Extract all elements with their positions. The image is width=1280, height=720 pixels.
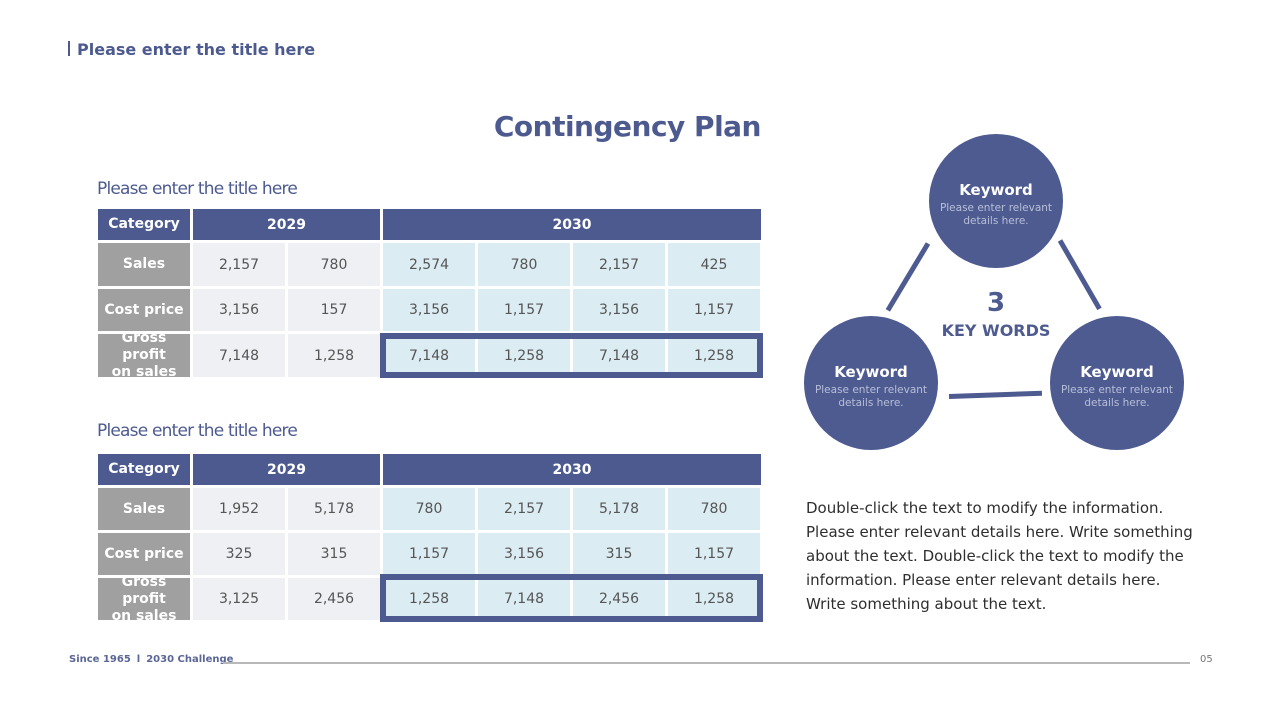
table-cell: 1,258	[288, 334, 380, 377]
table-header-row: Category 2029 2030	[98, 454, 761, 485]
footer-left: Since 1965 l 2030 Challenge	[69, 654, 233, 665]
table-cell: 3,156	[383, 289, 475, 331]
slide-header-title: Please enter the title here	[68, 40, 315, 59]
header-title-text: Please enter the title here	[77, 40, 316, 59]
footer-divider	[223, 662, 1190, 664]
keyword-desc: Please enter relevant details here.	[939, 201, 1053, 227]
table-cell: 1,157	[668, 533, 760, 575]
footer-since: Since 1965	[69, 654, 131, 665]
table-cell: 780	[383, 488, 475, 530]
table-cell: 5,178	[573, 488, 665, 530]
row-label: Cost price	[98, 533, 190, 575]
keyword-count: 3	[986, 288, 1006, 318]
table-2: Category 2029 2030 Sales 1,952 5,178 780…	[98, 454, 763, 624]
table-row: Cost price 325 315 1,157 3,156 315 1,157	[98, 533, 761, 575]
row-label-line1: Gross profit	[121, 573, 167, 607]
footer-challenge: 2030 Challenge	[146, 654, 234, 665]
page-title: Contingency Plan	[493, 110, 762, 143]
table-cell: 1,952	[193, 488, 285, 530]
table-cell: 315	[573, 533, 665, 575]
keyword-title: Keyword	[1080, 362, 1154, 381]
connector-line-right	[1057, 239, 1102, 311]
row-label-line2: on sales	[111, 607, 177, 624]
table-row: Gross profit on sales 7,148 1,258 7,148 …	[98, 330, 761, 380]
table-header-row: Category 2029 2030	[98, 209, 761, 240]
table-cell: 425	[668, 243, 760, 286]
keyword-desc: Please enter relevant details here.	[814, 383, 928, 409]
table-cell: 7,148	[193, 334, 285, 377]
table-cell: 1,258	[478, 334, 570, 377]
header-2029: 2029	[193, 209, 380, 240]
table-cell: 780	[478, 243, 570, 286]
row-label: Sales	[98, 488, 190, 530]
table-cell: 1,157	[668, 289, 760, 331]
table-cell: 1,157	[478, 289, 570, 331]
table-cell: 7,148	[573, 334, 665, 377]
table-cell: 2,574	[383, 243, 475, 286]
table-cell: 780	[288, 243, 380, 286]
table-cell: 1,157	[383, 533, 475, 575]
header-2030: 2030	[383, 209, 761, 240]
row-label: Sales	[98, 243, 190, 286]
table-cell: 2,157	[573, 243, 665, 286]
keyword-circle-right: Keyword Please enter relevant details he…	[1050, 316, 1184, 450]
header-category: Category	[98, 454, 190, 485]
connector-line-bottom	[948, 390, 1043, 399]
table-cell: 2,456	[573, 578, 665, 620]
table-cell: 1,258	[383, 578, 475, 620]
table-cell: 325	[193, 533, 285, 575]
page-number: 05	[1200, 654, 1213, 665]
row-label: Cost price	[98, 289, 190, 331]
header-2029: 2029	[193, 454, 380, 485]
table-cell: 780	[668, 488, 760, 530]
table-cell: 3,156	[193, 289, 285, 331]
header-2030: 2030	[383, 454, 761, 485]
header-accent-bar	[68, 41, 70, 56]
keyword-title: Keyword	[959, 180, 1033, 199]
table-cell: 1,258	[668, 334, 760, 377]
keyword-desc: Please enter relevant details here.	[1060, 383, 1174, 409]
table-row: Sales 1,952 5,178 780 2,157 5,178 780	[98, 488, 761, 530]
table-row: Sales 2,157 780 2,574 780 2,157 425	[98, 243, 761, 286]
row-label-line1: Gross profit	[121, 330, 167, 363]
table-cell: 7,148	[478, 578, 570, 620]
table-cell: 3,125	[193, 578, 285, 620]
body-text: Double-click the text to modify the info…	[806, 499, 1193, 613]
keyword-label: KEY WORDS	[941, 321, 1051, 340]
table-cell: 2,157	[478, 488, 570, 530]
table-2-title: Please enter the title here	[97, 421, 298, 441]
footer-separator: l	[136, 654, 141, 665]
row-label: Gross profit on sales	[98, 574, 190, 624]
table-cell: 7,148	[383, 334, 475, 377]
header-category: Category	[98, 209, 190, 240]
connector-line-left	[885, 242, 931, 312]
table-1: Category 2029 2030 Sales 2,157 780 2,574…	[98, 209, 763, 380]
table-cell: 315	[288, 533, 380, 575]
keyword-circle-top: Keyword Please enter relevant details he…	[929, 134, 1063, 268]
table-cell: 3,156	[478, 533, 570, 575]
table-cell: 5,178	[288, 488, 380, 530]
table-row: Cost price 3,156 157 3,156 1,157 3,156 1…	[98, 289, 761, 331]
keyword-circle-left: Keyword Please enter relevant details he…	[804, 316, 938, 450]
row-label: Gross profit on sales	[98, 330, 190, 380]
table-cell: 1,258	[668, 578, 760, 620]
table-cell: 2,456	[288, 578, 380, 620]
table-1-title: Please enter the title here	[97, 179, 298, 199]
table-row: Gross profit on sales 3,125 2,456 1,258 …	[98, 574, 761, 624]
table-cell: 3,156	[573, 289, 665, 331]
row-label-line2: on sales	[111, 364, 177, 380]
keyword-title: Keyword	[834, 362, 908, 381]
table-cell: 2,157	[193, 243, 285, 286]
table-cell: 157	[288, 289, 380, 331]
